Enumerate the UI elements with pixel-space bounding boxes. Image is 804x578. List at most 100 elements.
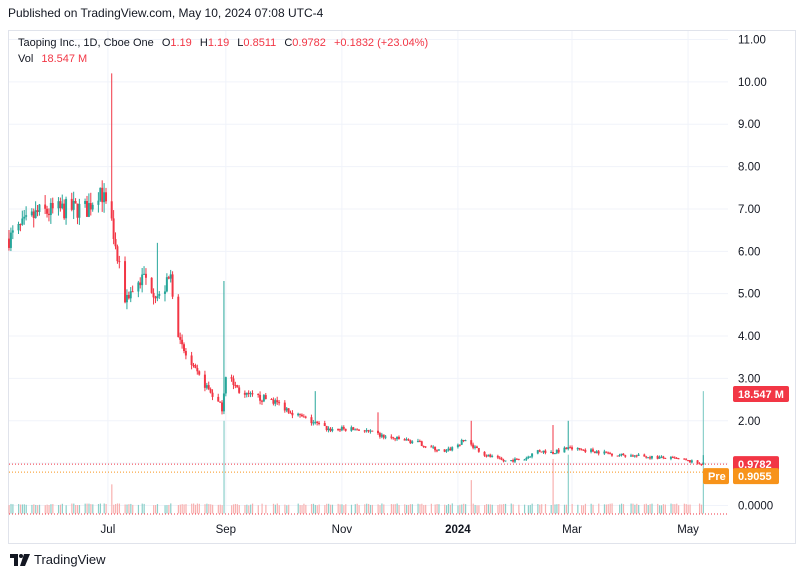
candle-body xyxy=(21,218,24,225)
volume-bar xyxy=(356,503,358,514)
volume-bar xyxy=(472,503,474,514)
candle-body xyxy=(378,433,381,437)
candle-body xyxy=(152,292,155,298)
volume-bar xyxy=(497,505,499,514)
candle-body xyxy=(11,230,14,233)
volume-bar xyxy=(632,503,634,514)
candle-body xyxy=(483,451,486,456)
candle-body xyxy=(597,451,600,454)
volume-bar xyxy=(10,503,12,514)
candle-body xyxy=(154,297,157,299)
candle-body xyxy=(569,447,572,449)
candle-body xyxy=(424,446,427,448)
volume-bar xyxy=(487,504,490,514)
volume-bar xyxy=(23,504,25,514)
candle-body xyxy=(616,455,619,457)
legend-low-label: L xyxy=(237,37,244,49)
volume-bar xyxy=(539,504,541,514)
volume-bar xyxy=(128,504,130,514)
volume-bar xyxy=(423,505,425,514)
candle-body xyxy=(114,238,117,247)
y-tick-label: 6.00 xyxy=(738,246,760,258)
candle-body xyxy=(536,450,539,454)
volume-bar xyxy=(622,504,625,514)
candle-body xyxy=(396,436,399,440)
footer-brand: TradingView xyxy=(34,552,106,567)
price-chart[interactable]: 0.00001.002.003.004.005.006.007.008.009.… xyxy=(0,0,804,548)
volume-bar xyxy=(571,503,573,514)
candle-body xyxy=(144,273,147,278)
candle-body xyxy=(664,457,667,459)
candle-body xyxy=(224,377,227,394)
volume-bar xyxy=(257,505,259,514)
x-tick-label: Sep xyxy=(216,524,236,536)
candle-body xyxy=(105,192,108,202)
candle-body xyxy=(397,436,400,440)
volume-bar xyxy=(518,504,520,514)
volume-bar xyxy=(328,503,330,514)
volume-bar xyxy=(193,503,195,514)
candle-body xyxy=(552,452,555,454)
volume-bar xyxy=(234,503,237,514)
candle-body xyxy=(272,399,275,404)
candle-body xyxy=(637,454,640,456)
volume-bar xyxy=(484,505,486,514)
candle-body xyxy=(207,385,210,390)
candle-body xyxy=(76,203,79,218)
candle-body xyxy=(17,224,20,231)
volume-bar xyxy=(670,503,672,514)
candle-body xyxy=(437,449,440,451)
volume-bar xyxy=(130,503,132,514)
volume-bar xyxy=(244,505,246,514)
y-tick-label: 0.0000 xyxy=(738,501,773,513)
premarket-label-tag-bg xyxy=(703,468,729,485)
volume-bar xyxy=(609,503,611,514)
candle-body xyxy=(445,450,448,452)
candle-body xyxy=(49,202,52,216)
volume-bar xyxy=(38,504,41,514)
x-tick-label: Jul xyxy=(101,524,116,536)
volume-bar xyxy=(636,503,638,514)
candle-body xyxy=(312,422,315,424)
candle-body xyxy=(234,385,237,387)
candle-body xyxy=(502,459,505,462)
candle-body xyxy=(407,439,410,441)
volume-bar xyxy=(65,505,67,514)
candle-body xyxy=(643,454,646,457)
candle-body xyxy=(167,277,170,279)
chart-frame[interactable] xyxy=(8,30,796,544)
volume-bar xyxy=(565,504,568,514)
volume-bar xyxy=(371,504,374,514)
candle-body xyxy=(181,339,184,345)
volume-bar xyxy=(687,504,689,514)
volume-bar xyxy=(499,504,501,514)
candle-body xyxy=(143,273,146,275)
volume-bar xyxy=(310,504,313,514)
volume-bar xyxy=(607,504,609,514)
candle-body xyxy=(316,421,319,423)
candle-body xyxy=(593,451,596,454)
last-price-tag-bg xyxy=(733,456,779,473)
volume-bar xyxy=(358,505,360,514)
volume-bar xyxy=(265,504,267,514)
candle-body xyxy=(475,446,478,449)
candle-body xyxy=(496,455,499,458)
volume-bar xyxy=(700,504,703,514)
volume-bar xyxy=(438,504,440,514)
candle-body xyxy=(78,203,81,218)
volume-bar xyxy=(71,503,73,514)
legend-close-label: C xyxy=(284,37,293,49)
candle-body xyxy=(464,440,467,442)
y-tick-label: 9.00 xyxy=(738,119,760,131)
candle-body xyxy=(299,413,302,415)
candle-body xyxy=(125,294,128,303)
volume-bar xyxy=(236,504,238,514)
candle-body xyxy=(470,440,473,445)
candle-body xyxy=(553,453,556,455)
volume-bar xyxy=(630,503,632,514)
volume-bar xyxy=(231,505,233,514)
volume-bar xyxy=(246,504,248,514)
footer: TradingView xyxy=(10,552,106,567)
candle-body xyxy=(260,400,263,402)
candle-body xyxy=(44,204,47,209)
